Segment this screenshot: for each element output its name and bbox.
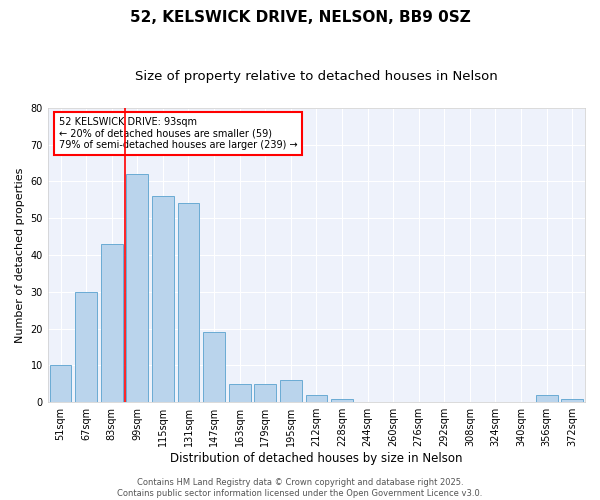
Bar (75, 292, 97, 402)
Text: 52 KELSWICK DRIVE: 93sqm
← 20% of detached houses are smaller (59)
79% of semi-d: 52 KELSWICK DRIVE: 93sqm ← 20% of detach… (59, 116, 297, 150)
X-axis label: Distribution of detached houses by size in Nelson: Distribution of detached houses by size … (170, 452, 463, 465)
Text: 52, KELSWICK DRIVE, NELSON, BB9 0SZ: 52, KELSWICK DRIVE, NELSON, BB9 0SZ (130, 10, 470, 25)
Bar (536, 395, 557, 402)
Bar (254, 384, 276, 402)
Bar (152, 196, 174, 402)
Bar (178, 204, 199, 402)
Bar (101, 244, 122, 402)
Bar (562, 398, 583, 402)
Y-axis label: Number of detached properties: Number of detached properties (15, 168, 25, 342)
Bar (50, 366, 71, 402)
Title: Size of property relative to detached houses in Nelson: Size of property relative to detached ho… (135, 70, 498, 83)
Bar (331, 398, 353, 402)
Bar (203, 332, 225, 402)
Bar (305, 395, 327, 402)
Bar (127, 174, 148, 402)
Text: Contains HM Land Registry data © Crown copyright and database right 2025.
Contai: Contains HM Land Registry data © Crown c… (118, 478, 482, 498)
Bar (229, 384, 251, 402)
Bar (280, 380, 302, 402)
